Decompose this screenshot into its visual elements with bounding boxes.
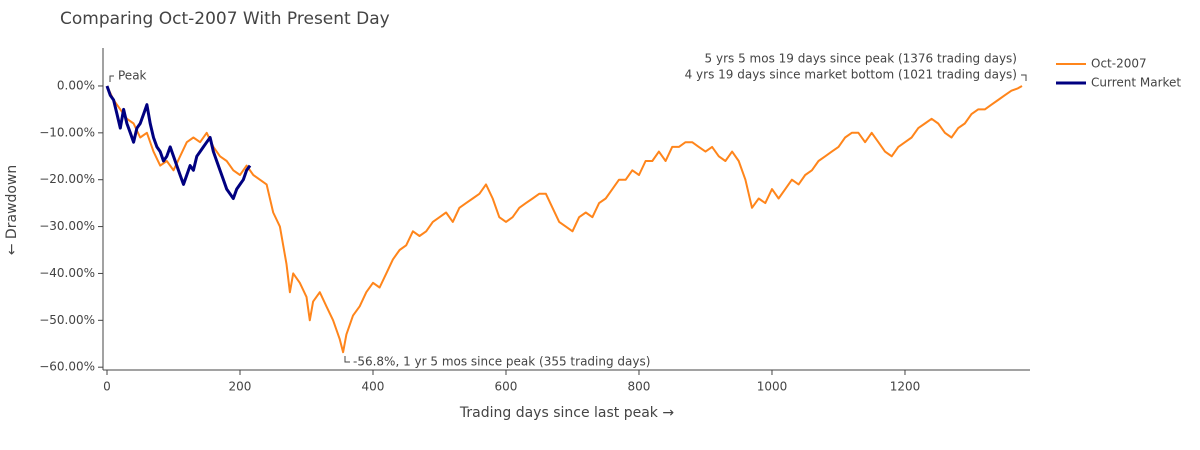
annotation: Peak	[118, 69, 147, 83]
annotation-bracket	[109, 75, 114, 82]
annotation-bracket	[344, 356, 350, 363]
y-tick-label: −50.00%	[39, 313, 95, 327]
y-tick-label: −10.00%	[39, 125, 95, 139]
legend-label: Current Market	[1091, 76, 1181, 90]
y-tick-label: −40.00%	[39, 266, 95, 280]
chart-title: Comparing Oct-2007 With Present Day	[60, 9, 390, 29]
x-axis-title: Trading days since last peak →	[459, 405, 674, 421]
x-tick-label: 1200	[890, 380, 921, 394]
series-line	[106, 85, 1023, 354]
series-line	[105, 85, 252, 200]
x-tick-label: 400	[362, 380, 385, 394]
x-tick-label: 1000	[757, 380, 788, 394]
y-tick-label: 0.00%	[57, 78, 95, 92]
y-tick-label: −60.00%	[39, 360, 95, 374]
legend-label: Oct-2007	[1091, 57, 1147, 71]
annotation: 5 yrs 5 mos 19 days since peak (1376 tra…	[705, 52, 1017, 66]
x-tick-label: 800	[628, 380, 651, 394]
annotation: 4 yrs 19 days since market bottom (1021 …	[685, 68, 1017, 82]
annotation: -56.8%, 1 yr 5 mos since peak (355 tradi…	[353, 355, 650, 369]
y-tick-label: −20.00%	[39, 172, 95, 186]
x-tick-label: 200	[229, 380, 252, 394]
x-tick-label: 0	[103, 380, 111, 394]
y-axis-title: ← Drawdown	[4, 165, 20, 256]
y-tick-label: −30.00%	[39, 219, 95, 233]
annotation-bracket	[1021, 74, 1027, 81]
x-tick-label: 600	[495, 380, 518, 394]
